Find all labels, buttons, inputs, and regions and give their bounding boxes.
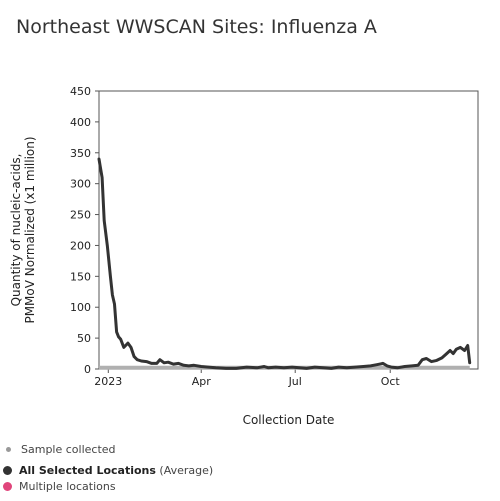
- y-axis-title: Quantity of nucleic-acids,PMMoV Normaliz…: [9, 136, 37, 323]
- x-tick-label: Jul: [288, 375, 302, 388]
- y-tick-label: 250: [70, 209, 91, 222]
- series-line: [97, 157, 472, 370]
- y-tick-label: 50: [77, 332, 91, 345]
- chart-title: Northeast WWSCAN Sites: Influenza A: [16, 16, 377, 38]
- legend-suffix: (Average): [155, 464, 214, 477]
- y-tick-label: 200: [70, 239, 91, 252]
- x-tick-label: Apr: [192, 375, 212, 388]
- y-tick-label: 150: [70, 270, 91, 283]
- x-tick-label: 2023: [94, 375, 122, 388]
- y-axis-title-line: Quantity of nucleic-acids,: [9, 154, 23, 307]
- y-tick-label: 350: [70, 147, 91, 160]
- y-tick-label: 0: [84, 363, 91, 376]
- legend-item-sample-collected[interactable]: Sample collected: [3, 443, 116, 456]
- legend-label: Sample collected: [21, 443, 116, 456]
- y-tick-label: 400: [70, 116, 91, 129]
- legend-item-multiple-locations[interactable]: Multiple locations: [3, 480, 116, 493]
- x-axis-title: Collection Date: [243, 413, 335, 427]
- y-tick-label: 300: [70, 178, 91, 191]
- plot-frame: [98, 90, 479, 370]
- legend-marker-multiple-icon: [3, 482, 12, 491]
- legend-marker-sample-icon: [6, 447, 11, 452]
- legend-marker-average-icon: [3, 466, 12, 475]
- legend-item-all-selected-locations[interactable]: All Selected Locations (Average): [3, 464, 213, 477]
- legend-label: Multiple locations: [19, 480, 116, 493]
- x-tick-label: Oct: [381, 375, 401, 388]
- y-axis-title-line: PMMoV Normalized (x1 million): [23, 136, 37, 323]
- legend-label: All Selected Locations: [19, 464, 156, 477]
- y-tick-label: 450: [70, 85, 91, 98]
- y-tick-label: 100: [70, 301, 91, 314]
